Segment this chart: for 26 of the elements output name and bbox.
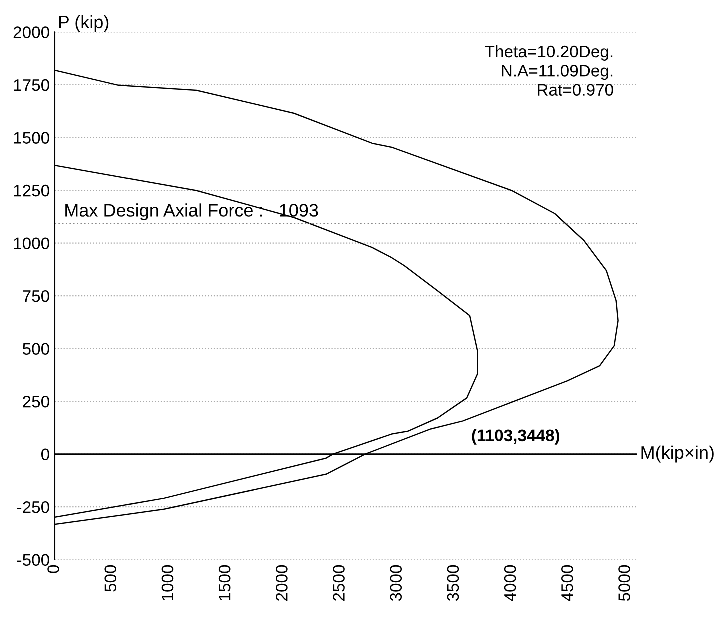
y-tick-label: 1000 <box>14 238 50 250</box>
y-tick-label: -500 <box>17 554 50 566</box>
x-tick-label: 2000 <box>276 565 288 601</box>
x-tick-label: 0 <box>48 565 60 574</box>
x-tick-label: 1500 <box>218 565 231 601</box>
y-tick-label: -250 <box>17 502 50 514</box>
y-tick-label: 2000 <box>14 26 50 38</box>
x-tick-label: 3500 <box>447 565 460 602</box>
x-tick-label: 3000 <box>390 565 402 602</box>
annotation: (1103,3448) <box>472 429 560 445</box>
y-axis-title: P (kip) <box>59 15 109 32</box>
y-tick-label: 1500 <box>14 132 50 144</box>
x-tick-label: 2500 <box>333 565 345 601</box>
y-tick-label: 250 <box>23 396 50 408</box>
y-tick-label: 0 <box>41 448 50 461</box>
y-tick-label: 750 <box>23 290 50 302</box>
x-tick-label: 5000 <box>618 565 630 602</box>
x-axis-title: M(kip×in) <box>642 446 714 463</box>
annotation: Theta=10.20Deg. N.A=11.09Deg. Rat=0.970 <box>485 45 614 96</box>
y-tick-label: 500 <box>22 343 50 356</box>
y-tick-label: 1750 <box>14 79 50 92</box>
x-tick-label: 4000 <box>504 565 516 602</box>
x-tick-label: 500 <box>104 565 117 592</box>
y-tick-label: 1250 <box>14 184 50 197</box>
x-tick-label: 4500 <box>562 565 574 602</box>
x-tick-label: 1000 <box>162 565 174 601</box>
